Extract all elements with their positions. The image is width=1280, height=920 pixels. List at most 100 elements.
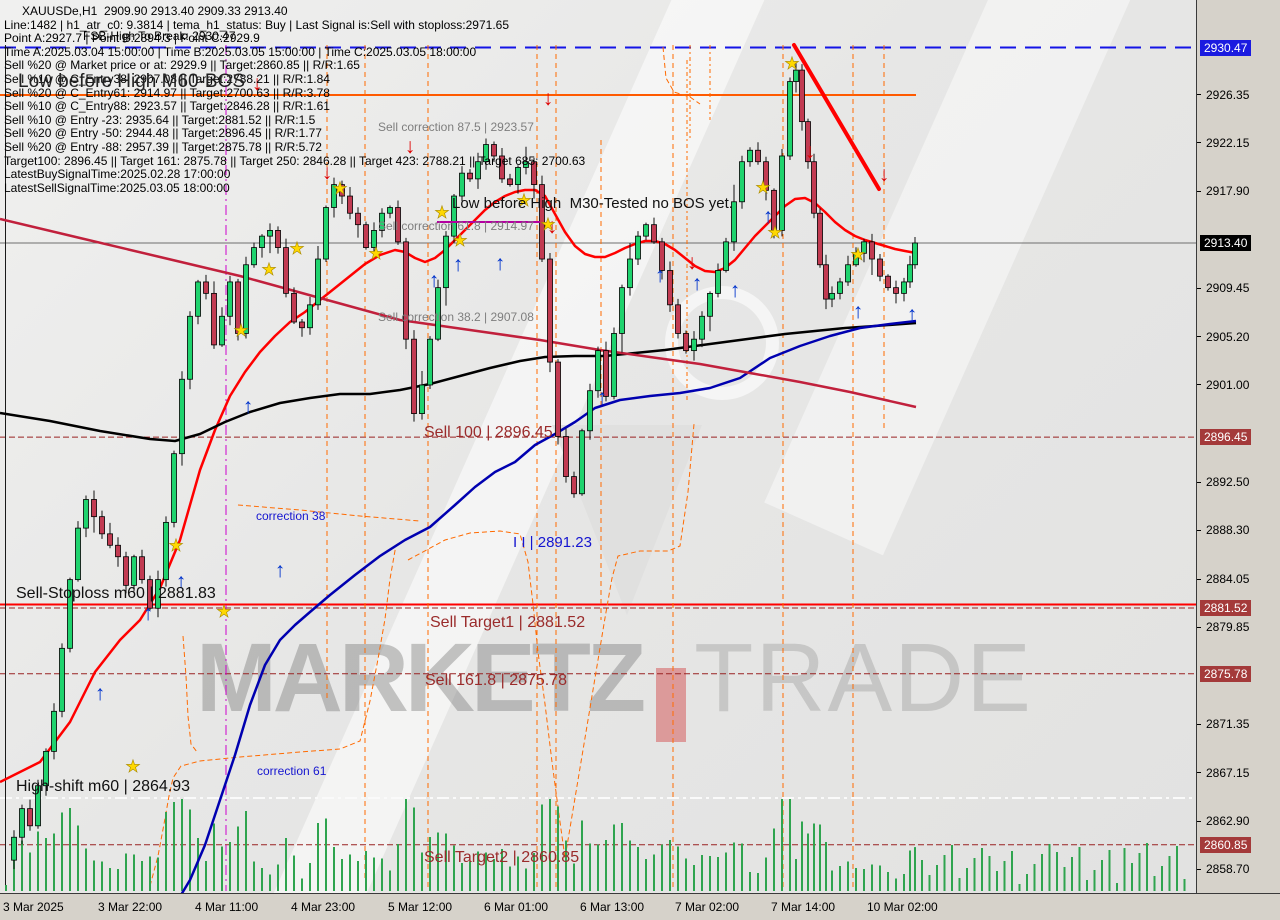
sell-trendline[interactable] bbox=[792, 43, 881, 191]
volume-bar bbox=[1071, 857, 1073, 891]
volume-bar bbox=[1063, 867, 1066, 891]
volume-bar bbox=[373, 857, 375, 891]
price-tick-label: 2901.00 bbox=[1206, 377, 1250, 392]
candle-up bbox=[43, 750, 49, 787]
price-tick-mark bbox=[1197, 772, 1201, 774]
volume-bar bbox=[831, 870, 833, 891]
volume-bar bbox=[855, 868, 857, 891]
candle-up bbox=[587, 390, 593, 432]
volume-bar bbox=[795, 859, 797, 891]
volume-bar bbox=[1078, 847, 1081, 891]
star-signal-icon: ★ bbox=[168, 536, 183, 555]
buy-arrow-icon: ↑ bbox=[907, 303, 918, 326]
candle-up bbox=[451, 195, 457, 237]
volume-bar bbox=[117, 869, 119, 891]
volume-bar bbox=[613, 824, 615, 891]
volume-bar bbox=[958, 878, 961, 891]
volume-bar bbox=[245, 811, 247, 891]
price-tick-label: 2858.70 bbox=[1206, 862, 1250, 877]
candle-down bbox=[139, 556, 145, 581]
volume-bar bbox=[621, 823, 623, 891]
candle-up bbox=[715, 270, 721, 294]
volume-bar bbox=[437, 832, 439, 891]
candle-up bbox=[11, 836, 17, 861]
volume-bar bbox=[661, 844, 663, 891]
candle-down bbox=[395, 207, 401, 243]
volume-bar bbox=[685, 858, 687, 891]
volume-bar bbox=[69, 808, 71, 891]
volume-bar bbox=[261, 868, 263, 891]
buy-arrow-icon: ↑ bbox=[763, 205, 774, 228]
volume-bar bbox=[765, 857, 767, 891]
candle-down bbox=[683, 333, 689, 352]
price-tick-label: 2884.05 bbox=[1206, 572, 1250, 587]
volume-bar bbox=[541, 804, 543, 891]
chart-canvas[interactable]: ↓↓↓↓↓↓↓↓↑↑↑↑↑↑↑ ↑↑↑ ↑ ↑↑↑ ↑★★★★★★★★★★★★★★★★ bbox=[0, 0, 1196, 893]
candle-down bbox=[563, 436, 569, 477]
volume-bar bbox=[77, 825, 79, 891]
volume-bar bbox=[645, 859, 647, 891]
price-axis[interactable]: 2926.35 2922.15 2917.90 2909.45 2905.20 2901.… bbox=[1196, 0, 1280, 893]
orange-channel bbox=[182, 635, 198, 753]
candle-down bbox=[571, 476, 577, 495]
candle-up bbox=[379, 212, 385, 231]
candle-up bbox=[483, 144, 489, 163]
candle-up bbox=[853, 252, 859, 266]
candle-up bbox=[267, 230, 273, 237]
volume-bar bbox=[1138, 853, 1141, 891]
volume-bar bbox=[429, 837, 431, 891]
volume-bar bbox=[157, 857, 159, 891]
star-signal-icon: ★ bbox=[540, 215, 555, 234]
price-tick-mark bbox=[1197, 820, 1201, 822]
volume-bar bbox=[914, 847, 916, 891]
volume-bar bbox=[469, 861, 471, 891]
candle-up bbox=[523, 161, 529, 168]
price-tick-label: 2871.35 bbox=[1206, 717, 1250, 732]
volume-bar bbox=[109, 868, 111, 891]
volume-bar bbox=[317, 823, 319, 891]
candle-up bbox=[779, 155, 785, 231]
sell-arrow-icon: ↓ bbox=[543, 87, 554, 110]
candle-up bbox=[635, 235, 641, 260]
candle-up bbox=[35, 785, 41, 827]
time-axis[interactable]: 3 Mar 2025 3 Mar 22:00 4 Mar 11:00 4 Mar 23… bbox=[0, 893, 1280, 920]
signals-layer: ↓↓↓↓↓↓↓↓↑↑↑↑↑↑↑ ↑↑↑ ↑ ↑↑↑ ↑★★★★★★★★★★★★★★★★ bbox=[95, 54, 918, 777]
volume-bar bbox=[847, 861, 849, 891]
volume-bar bbox=[309, 863, 311, 891]
sell-arrow-icon: ↓ bbox=[687, 251, 698, 274]
volume-bar bbox=[709, 856, 711, 891]
candle-down bbox=[811, 161, 817, 214]
candle-down bbox=[467, 172, 473, 180]
volume-bar bbox=[213, 823, 215, 891]
volume-bar bbox=[413, 807, 415, 891]
candle-up bbox=[83, 499, 89, 529]
volume-bar bbox=[341, 859, 343, 891]
candle-up bbox=[163, 521, 169, 581]
candle-up bbox=[307, 304, 313, 329]
volume-bar bbox=[125, 853, 127, 891]
time-tick-label: 7 Mar 02:00 bbox=[675, 900, 740, 914]
volume-bar bbox=[181, 799, 183, 891]
objects-layer bbox=[437, 43, 881, 223]
ma-mid-black bbox=[0, 321, 917, 443]
candle-up bbox=[251, 247, 257, 266]
price-tick-label: 2909.45 bbox=[1206, 281, 1250, 296]
candle-down bbox=[275, 230, 281, 248]
volume-bar bbox=[951, 845, 953, 891]
volume-bar bbox=[549, 799, 551, 891]
buy-arrow-icon: ↑ bbox=[429, 269, 440, 292]
candle-up bbox=[793, 69, 799, 82]
volume-bar bbox=[605, 840, 607, 891]
chart-plot-area[interactable]: MARKETZ TRADE ↓ ↓ ↓ ↓ ↓ ↓ ↓ ↓ ↑ ↑ ↑ ↑ ↑ ↑ ↑ ↑ ↑ ↑ ↑ ↑ ↑ ↑ ↑ ★ ★ ★ ★… bbox=[0, 0, 1196, 893]
volume-bar bbox=[757, 873, 759, 891]
volume-bar bbox=[1161, 866, 1163, 891]
volume-bar bbox=[1086, 880, 1088, 891]
buy-arrow-icon: ↑ bbox=[275, 559, 286, 582]
orange-channel bbox=[149, 539, 405, 887]
price-badge: 2896.45 bbox=[1200, 429, 1252, 446]
volume-bar bbox=[365, 851, 367, 891]
candle-up bbox=[323, 207, 329, 260]
price-badge: 2860.85 bbox=[1200, 836, 1252, 853]
candle-down bbox=[107, 533, 113, 546]
candle-up bbox=[171, 453, 177, 523]
